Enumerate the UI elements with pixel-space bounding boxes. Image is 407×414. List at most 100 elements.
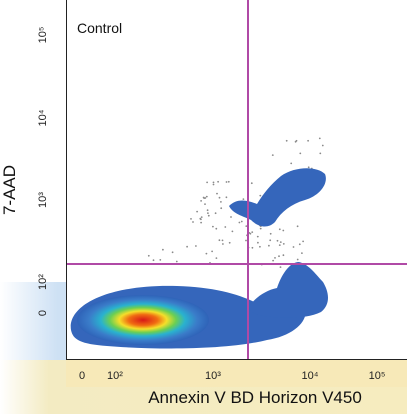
scatter-point — [190, 218, 192, 220]
scatter-point — [278, 244, 281, 247]
scatter-point — [192, 221, 194, 223]
scatter-point — [278, 255, 280, 258]
scatter-point — [259, 245, 261, 248]
scatter-point — [227, 180, 230, 183]
scatter-point — [251, 246, 254, 249]
live-population-core — [77, 295, 209, 345]
scatter-point — [205, 252, 208, 255]
scatter-point — [217, 180, 220, 183]
scatter-point — [274, 257, 276, 259]
x-tick-1e3: 10³ — [205, 370, 221, 382]
scatter-point — [298, 243, 301, 246]
scatter-point — [321, 144, 324, 147]
y-tick-label: 10⁴ — [37, 109, 49, 127]
scatter-point — [319, 152, 322, 155]
scatter-point — [231, 230, 234, 233]
scatter-dots — [147, 137, 324, 268]
x-tick-0: 0 — [78, 370, 86, 382]
scatter-point — [250, 182, 253, 185]
scatter-point — [206, 209, 209, 212]
scatter-point — [225, 181, 228, 183]
y-tick-label: 10² — [37, 274, 49, 290]
scatter-point — [212, 225, 214, 228]
scatter-point — [279, 241, 282, 244]
y-tick-0: 0 — [28, 306, 58, 320]
scatter-point — [279, 266, 282, 268]
scatter-point — [272, 259, 274, 262]
density-plot — [67, 0, 407, 359]
scatter-point — [285, 139, 288, 142]
scatter-point — [282, 243, 285, 245]
scatter-point — [302, 240, 304, 243]
scatter-point — [269, 239, 272, 242]
scatter-point — [204, 203, 206, 206]
scatter-point — [200, 218, 202, 221]
scatter-point — [296, 225, 299, 228]
scatter-point — [195, 245, 197, 247]
late-apoptotic-blob — [229, 168, 326, 227]
scatter-point — [292, 246, 295, 248]
scatter-point — [200, 216, 203, 219]
scatter-point — [257, 241, 259, 244]
background-yellow-band-light — [66, 360, 407, 387]
scatter-point — [259, 227, 262, 230]
scatter-point — [212, 183, 215, 186]
scatter-point — [211, 250, 214, 253]
scatter-point — [222, 243, 224, 245]
scatter-point — [276, 239, 279, 242]
scatter-point — [221, 239, 224, 242]
scatter-point — [218, 196, 221, 199]
y-axis-label: 7-AAD — [0, 160, 20, 220]
scatter-point — [230, 216, 232, 218]
scatter-point — [186, 245, 188, 248]
scatter-point — [207, 214, 210, 217]
scatter-point — [251, 231, 254, 234]
y-tick-1e5: 10⁵ — [28, 26, 58, 44]
scatter-point — [224, 226, 227, 228]
y-tick-1e4: 10⁴ — [28, 109, 58, 127]
scatter-point — [278, 228, 281, 231]
scatter-point — [245, 239, 247, 242]
scatter-point — [256, 235, 259, 238]
scatter-point — [290, 162, 293, 165]
scatter-point — [282, 229, 285, 232]
scatter-point — [240, 220, 243, 223]
panel-title: Control — [77, 20, 123, 36]
scatter-point — [200, 221, 203, 224]
scatter-point — [196, 210, 199, 213]
scatter-point — [171, 251, 174, 254]
scatter-point — [202, 196, 205, 199]
scatter-point — [215, 257, 218, 259]
plot-area: Control — [66, 0, 407, 360]
scatter-point — [212, 181, 215, 184]
y-tick-label: 10³ — [37, 192, 49, 208]
scatter-point — [175, 260, 178, 263]
scatter-point — [238, 221, 241, 224]
x-axis-label: Annexin V BD Horizon V450 — [148, 388, 362, 407]
x-tick-1e4: 10⁴ — [301, 370, 319, 382]
scatter-point — [162, 248, 164, 251]
x-tick-1e5: 10⁵ — [368, 370, 386, 382]
scatter-point — [220, 207, 223, 210]
scatter-point — [259, 194, 262, 197]
scatter-point — [207, 212, 209, 215]
y-tick-label: 10⁵ — [37, 26, 49, 44]
scatter-point — [282, 254, 285, 257]
scatter-point — [307, 139, 309, 142]
scatter-point — [271, 154, 274, 157]
scatter-point — [200, 200, 203, 202]
y-tick-1e3: 10³ — [28, 192, 58, 208]
scatter-point — [307, 166, 310, 169]
y-tick-label: 0 — [37, 309, 49, 317]
scatter-point — [245, 225, 248, 228]
scatter-point — [147, 254, 150, 257]
scatter-point — [220, 201, 222, 203]
scatter-point — [242, 198, 245, 201]
scatter-point — [159, 259, 162, 261]
y-axis-label-text: 7-AAD — [0, 164, 19, 216]
scatter-point — [318, 137, 321, 140]
scatter-point — [216, 192, 218, 195]
scatter-point — [205, 195, 208, 198]
scatter-point — [228, 241, 231, 244]
scatter-point — [214, 212, 217, 215]
